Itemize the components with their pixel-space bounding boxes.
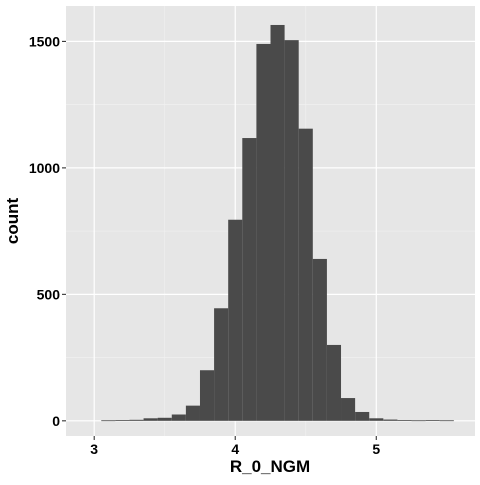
- histogram-bar: [242, 138, 257, 421]
- histogram-bar: [369, 418, 384, 421]
- y-tick-label: 1500: [29, 33, 60, 49]
- histogram-bar: [101, 420, 116, 422]
- histogram-bar: [199, 370, 215, 421]
- histogram-bar: [312, 258, 327, 421]
- y-tick-label: 500: [37, 286, 61, 302]
- histogram-bar: [383, 419, 398, 421]
- histogram-bar: [397, 420, 412, 421]
- histogram-bar: [298, 128, 313, 421]
- histogram-bar: [157, 417, 172, 421]
- x-tick-label: 4: [231, 441, 239, 457]
- x-axis: 3 4 5: [90, 436, 380, 457]
- histogram-bar: [439, 420, 454, 422]
- histogram-bar: [256, 43, 271, 421]
- bars-layer: [101, 24, 454, 422]
- histogram-bar: [411, 420, 426, 422]
- histogram-bar: [228, 219, 243, 421]
- histogram-bar: [270, 24, 285, 421]
- histogram-bar: [326, 344, 342, 421]
- y-axis: 0 500 1000 1500: [29, 33, 66, 429]
- histogram-bar: [115, 420, 130, 421]
- x-tick-label: 5: [372, 441, 380, 457]
- histogram-bar: [284, 40, 299, 421]
- x-axis-label: R_0_NGM: [230, 457, 310, 476]
- y-axis-label: count: [3, 198, 22, 245]
- x-tick-label: 3: [90, 441, 98, 457]
- histogram-bar: [171, 414, 186, 421]
- histogram-bar: [129, 419, 144, 421]
- histogram-bar: [185, 405, 200, 421]
- y-tick-label: 1000: [29, 160, 60, 176]
- histogram-bar: [355, 411, 370, 421]
- y-tick-label: 0: [52, 413, 60, 429]
- histogram-bar: [143, 418, 158, 421]
- histogram-bar: [214, 308, 229, 421]
- histogram-bar: [425, 420, 440, 421]
- histogram-bar: [341, 398, 356, 421]
